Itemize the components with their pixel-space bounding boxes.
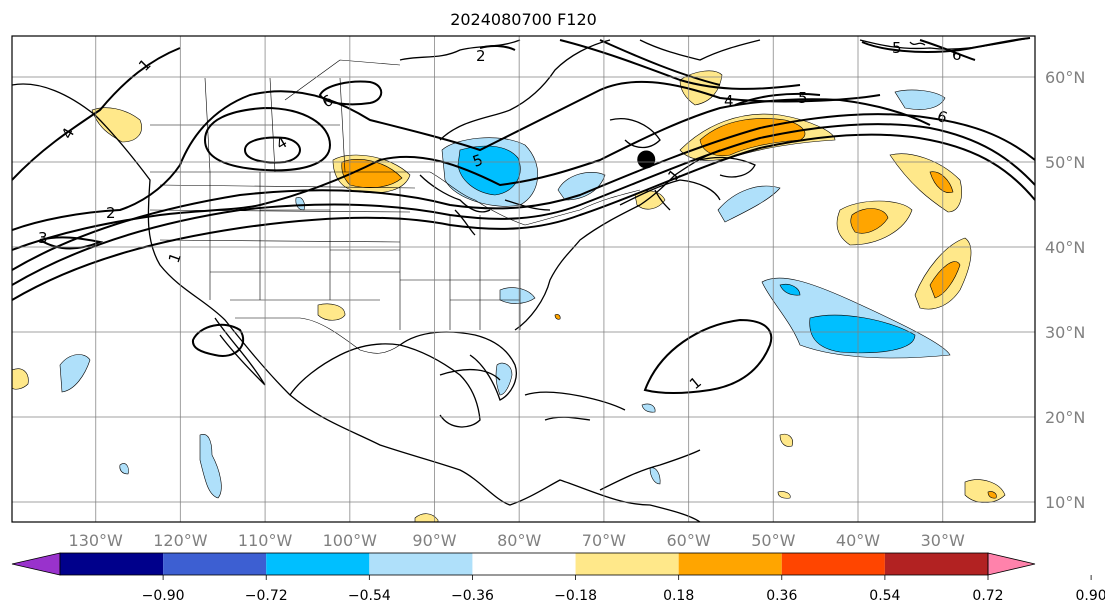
colorbar-tick-label: 0.18 xyxy=(663,588,694,604)
contour-label: 4 xyxy=(724,92,734,110)
longitude-label: 120°W xyxy=(153,531,208,550)
colorbar-segment xyxy=(781,553,885,575)
colorbar-tick-label: 0.36 xyxy=(766,588,797,604)
longitude-label: 100°W xyxy=(323,531,378,550)
longitude-label: 40°W xyxy=(836,531,880,550)
contour-label: 2 xyxy=(476,47,486,65)
longitude-labels: 130°W 120°W 110°W 100°W 90°W 80°W 70°W 60°W 50°W… xyxy=(69,531,965,550)
longitude-label: 70°W xyxy=(582,531,626,550)
contour-label: 5 xyxy=(892,39,902,57)
colorbar-segment xyxy=(575,553,679,575)
location-marker xyxy=(637,150,656,169)
contour-label: 6 xyxy=(952,46,962,64)
colorbar-segment xyxy=(369,553,473,575)
colorbar-segment xyxy=(472,553,576,575)
latitude-label: 30°N xyxy=(1045,323,1085,342)
latitude-label: 50°N xyxy=(1045,153,1085,172)
longitude-label: 80°W xyxy=(497,531,541,550)
contour-label: 3 xyxy=(38,229,48,247)
colorbar-segment xyxy=(678,553,782,575)
latitude-labels: 60°N 50°N 40°N 30°N 20°N 10°N xyxy=(1045,68,1085,512)
colorbar-tick-label: −0.36 xyxy=(451,588,494,604)
contour-label: 2 xyxy=(106,204,116,222)
longitude-label: 30°W xyxy=(921,531,965,550)
latitude-label: 10°N xyxy=(1045,493,1085,512)
colorbar-max-extension xyxy=(987,552,1036,576)
longitude-label: 50°W xyxy=(751,531,795,550)
colorbar-outline xyxy=(59,552,989,576)
colorbar-tick-label: 0.72 xyxy=(972,588,1003,604)
longitude-label: 130°W xyxy=(69,531,124,550)
map-frame xyxy=(11,35,1036,523)
longitude-label: 60°W xyxy=(667,531,711,550)
latitude-label: 20°N xyxy=(1045,408,1085,427)
colorbar-segment xyxy=(266,553,370,575)
colorbar-segment xyxy=(884,553,988,575)
colorbar xyxy=(11,552,1092,580)
colorbar-tick-label: 0.54 xyxy=(869,588,900,604)
contour-lines xyxy=(12,37,1035,395)
map-title: 2024080700 F120 xyxy=(450,10,597,29)
latitude-label: 40°N xyxy=(1045,238,1085,257)
colorbar-segment xyxy=(60,553,164,575)
contour-label: 1 xyxy=(165,250,185,265)
latitude-label: 60°N xyxy=(1045,68,1085,87)
colorbar-tick-labels: −0.90 −0.72 −0.54 −0.36 −0.18 0.18 0.36 0.54 0.7… xyxy=(142,588,1105,604)
contour-label: 4 xyxy=(273,133,290,153)
negative-anomaly-shading xyxy=(59,89,951,499)
colorbar-tick-label: −0.18 xyxy=(554,588,597,604)
gridlines xyxy=(12,36,1035,522)
longitude-label: 90°W xyxy=(412,531,456,550)
colorbar-tick-label: −0.54 xyxy=(348,588,391,604)
political-borders xyxy=(149,59,641,354)
colorbar-tick-label: −0.90 xyxy=(142,588,185,604)
contour-label: 5 xyxy=(798,89,808,107)
colorbar-segment xyxy=(163,553,267,575)
longitude-label: 110°W xyxy=(238,531,293,550)
coastlines xyxy=(12,37,1031,522)
colorbar-min-extension xyxy=(11,552,61,576)
contour-label: 6 xyxy=(935,107,950,127)
colorbar-tick-label: −0.72 xyxy=(245,588,288,604)
colorbar-tick-label: 0.90 xyxy=(1076,588,1105,604)
